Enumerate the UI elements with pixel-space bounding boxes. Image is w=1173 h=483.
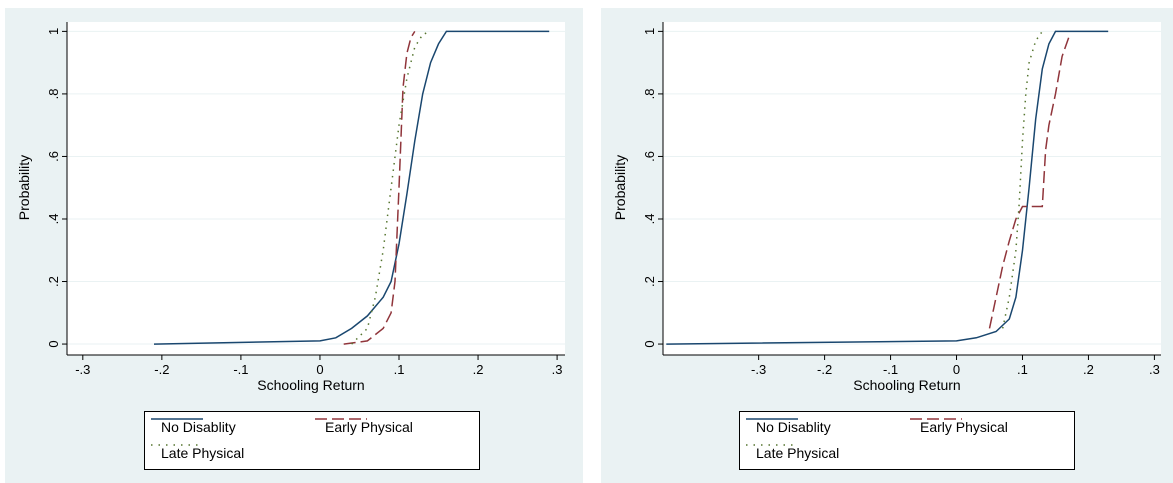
- y-tick-label: 1: [642, 28, 657, 35]
- x-tick-label: .2: [473, 362, 484, 377]
- legend-key-solid: [151, 418, 203, 420]
- legend-label-late-physical: Late Physical: [161, 445, 245, 461]
- y-tick-label: .8: [46, 88, 61, 99]
- legend-entry-late-physical: Late Physical: [151, 443, 244, 463]
- legend-entry-no-disability: No Disablity: [151, 417, 236, 437]
- legend-key-dashed: [910, 418, 962, 420]
- x-tick-label: -.2: [154, 362, 169, 377]
- legend-key-solid: [746, 418, 798, 420]
- plot-area: [663, 22, 1161, 355]
- x-tick-label: 0: [316, 362, 323, 377]
- y-tick-label: .2: [46, 276, 61, 287]
- chart-panel-left: 0 .2 .4 .6 .8 1 -.3 -.2 -.1 0 .1 .2 .3 Schooling Retu…: [5, 8, 583, 483]
- x-tick-label: .1: [1017, 362, 1028, 377]
- chart-left: 0 .2 .4 .6 .8 1 -.3 -.2 -.1 0 .1 .2 .3 Schooling Retu…: [16, 22, 565, 393]
- series-line-no-disablity: [666, 30, 1109, 345]
- y-tick-label: 0: [46, 340, 61, 347]
- y-tick-label: .4: [46, 214, 61, 225]
- y-axis-title: Probability: [16, 155, 32, 220]
- x-tick-label: -.3: [751, 362, 766, 377]
- y-axis-title: Probability: [612, 155, 628, 220]
- legend-label-late-physical: Late Physical: [756, 445, 840, 461]
- y-tick-label: .8: [642, 88, 657, 99]
- x-tick-label: .1: [394, 362, 405, 377]
- x-tick-label: -.1: [233, 362, 248, 377]
- y-tick-label: 0: [642, 340, 657, 347]
- x-tick-label: -.1: [883, 362, 898, 377]
- legend-entry-early-physical: Early Physical: [910, 417, 1008, 437]
- x-tick-label: -.3: [75, 362, 90, 377]
- chart-panel-right: 0 .2 .4 .6 .8 1 -.3 -.2 -.1 0 .1 .2 .3 Schooling Retu…: [601, 8, 1173, 483]
- legend-label-early-physical: Early Physical: [325, 419, 413, 435]
- legend-label-no-disability: No Disablity: [161, 419, 236, 435]
- x-tick-label: .3: [552, 362, 563, 377]
- legend-label-no-disability: No Disablity: [756, 419, 831, 435]
- plot-area: [67, 22, 565, 355]
- legend-key-dotted: [151, 444, 203, 446]
- series-line-early-physical: [988, 37, 1070, 329]
- legend-entry-late-physical: Late Physical: [746, 443, 839, 463]
- series-line-no-disablity: [153, 30, 550, 345]
- legend-key-dashed: [315, 418, 367, 420]
- x-tick-label: -.2: [817, 362, 832, 377]
- series-line-early-physical: [343, 31, 416, 345]
- x-tick-label: .2: [1083, 362, 1094, 377]
- chart-right: 0 .2 .4 .6 .8 1 -.3 -.2 -.1 0 .1 .2 .3 Schooling Retu…: [612, 22, 1161, 393]
- legend-label-early-physical: Early Physical: [920, 419, 1008, 435]
- x-tick-label: 0: [953, 362, 960, 377]
- x-tick-label: .3: [1149, 362, 1160, 377]
- y-tick-label: .6: [642, 151, 657, 162]
- y-tick-label: .2: [642, 276, 657, 287]
- legend-key-dotted: [746, 444, 798, 446]
- legend-entry-early-physical: Early Physical: [315, 417, 413, 437]
- y-tick-label: 1: [46, 28, 61, 35]
- legend-entry-no-disability: No Disablity: [746, 417, 831, 437]
- x-axis-title: Schooling Return: [257, 377, 364, 393]
- series-line-late-physical: [1001, 30, 1043, 329]
- y-tick-label: .4: [642, 214, 657, 225]
- x-axis-title: Schooling Return: [853, 377, 960, 393]
- y-tick-label: .6: [46, 151, 61, 162]
- legend-right: No Disablity Early Physical Late Physica…: [739, 411, 1075, 470]
- legend-left: No Disablity Early Physical Late Physica…: [144, 411, 480, 470]
